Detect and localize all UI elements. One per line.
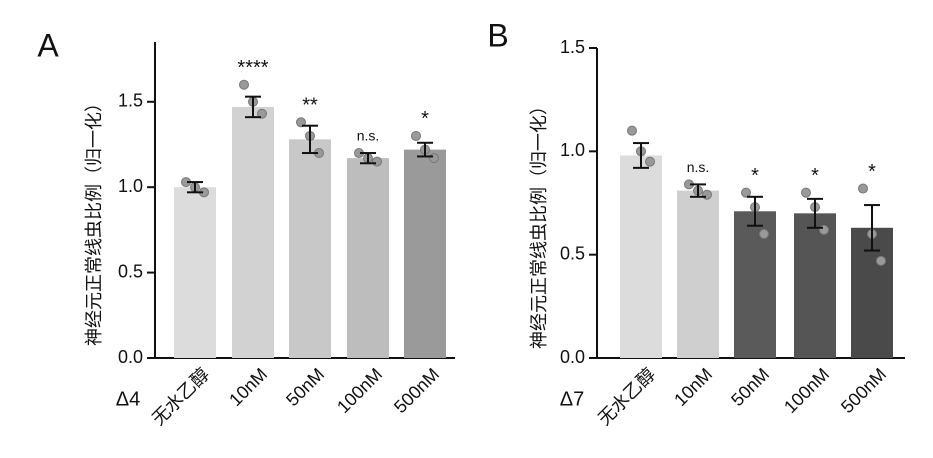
bar [174, 187, 216, 358]
y-axis-label: 神经元正常线虫比例（归一化） [529, 97, 549, 349]
x-tick-label: 50nM [727, 364, 773, 410]
data-point [820, 225, 829, 234]
data-point [430, 154, 439, 163]
data-point [240, 80, 249, 89]
significance-label: n.s. [357, 128, 380, 144]
x-tick-label: 500nM [390, 364, 443, 417]
significance-label: * [751, 165, 759, 187]
bar [620, 155, 662, 358]
panel-label: B [487, 17, 508, 53]
significance-label: **** [237, 57, 268, 79]
y-tick-label: 0.5 [118, 261, 143, 281]
significance-label: ** [302, 95, 318, 117]
x-tick-label: 无水乙醇 [148, 364, 213, 429]
y-tick-label: 0.5 [560, 243, 585, 263]
x-tick-label: 100nM [333, 364, 386, 417]
data-point [802, 188, 811, 197]
x-tick-label: 50nM [282, 364, 328, 410]
bar [347, 158, 389, 358]
data-point [373, 157, 382, 166]
bar [794, 213, 836, 358]
y-tick-label: 1.5 [118, 91, 143, 111]
significance-label: * [811, 165, 819, 187]
x-tick-label: 10nM [670, 364, 716, 410]
bar [404, 150, 446, 358]
y-tick-label: 1.0 [118, 176, 143, 196]
bar [289, 139, 331, 358]
data-point [877, 256, 886, 265]
y-tick-label: 0.0 [560, 347, 585, 367]
bar [677, 191, 719, 358]
data-point [703, 190, 712, 199]
x-axis-label: Δ4 [116, 388, 140, 410]
x-tick-label: 无水乙醇 [594, 364, 659, 429]
data-point [412, 131, 421, 140]
x-tick-label: 500nM [837, 364, 890, 417]
data-point [760, 230, 769, 239]
x-tick-label: 10nM [225, 364, 271, 410]
significance-label: * [868, 161, 876, 183]
significance-label: n.s. [687, 159, 710, 175]
data-point [628, 126, 637, 135]
y-axis-label: 神经元正常线虫比例（归一化） [84, 94, 104, 346]
x-axis-label: Δ7 [560, 388, 584, 410]
y-tick-label: 1.5 [560, 37, 585, 57]
bar [734, 211, 776, 358]
data-point [859, 184, 868, 193]
bar [232, 107, 274, 358]
x-tick-label: 100nM [780, 364, 833, 417]
significance-label: * [421, 108, 429, 130]
y-tick-label: 0.0 [118, 347, 143, 367]
y-tick-label: 1.0 [560, 140, 585, 160]
data-point [646, 157, 655, 166]
panel-label: A [37, 27, 59, 63]
